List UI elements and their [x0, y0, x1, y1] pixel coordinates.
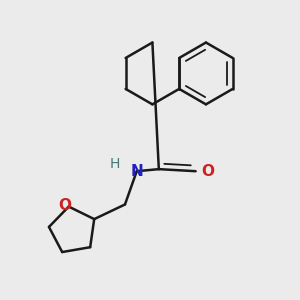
Text: N: N: [130, 164, 143, 179]
Text: O: O: [58, 198, 71, 213]
Text: H: H: [110, 157, 120, 171]
Text: O: O: [201, 164, 214, 179]
